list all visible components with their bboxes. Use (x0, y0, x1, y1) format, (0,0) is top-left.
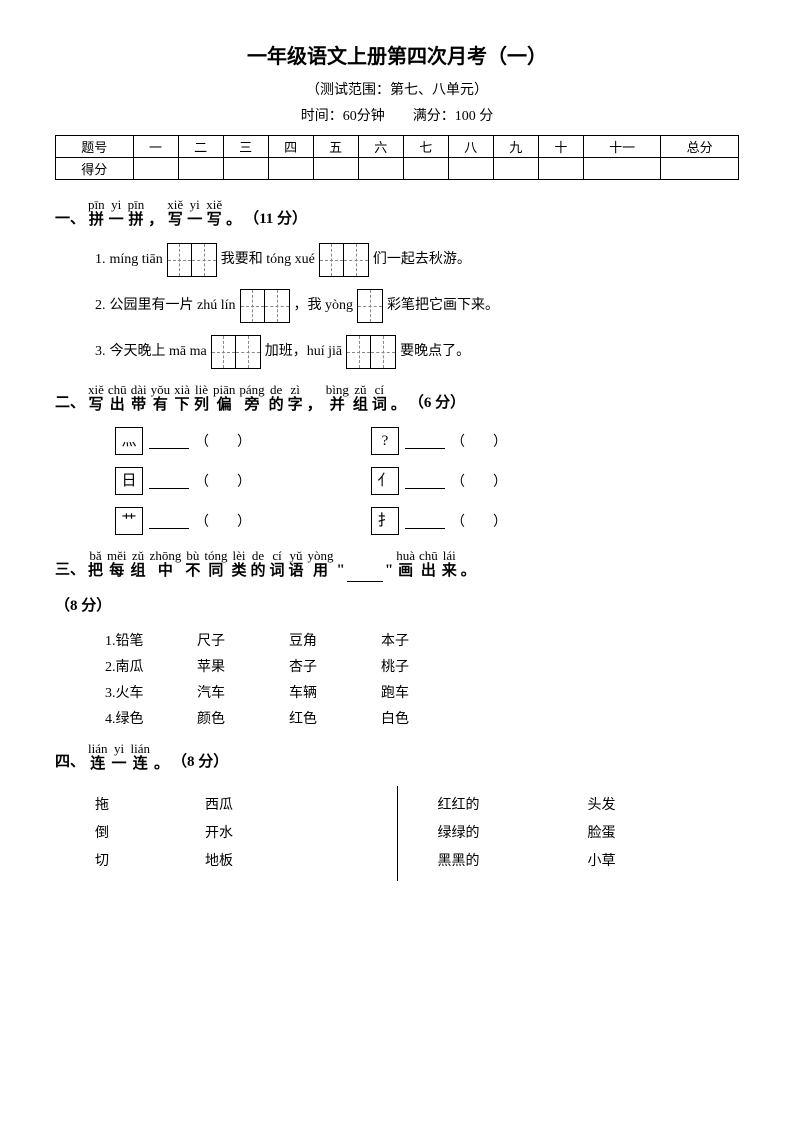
radical-box: 艹 (115, 507, 143, 535)
radical-box: 灬 (115, 427, 143, 455)
score-table-header: 题号 一 二 三 四 五 六 七 八 九 十 十一 总分 (56, 136, 739, 158)
radical-row-1: 灬（ ） ?（ ） (115, 427, 739, 455)
match-section: 拖西瓜 倒开水 切地板 红红的头发 绿绿的脸蛋 黑黑的小草 (55, 786, 739, 881)
radical-box: 日 (115, 467, 143, 495)
score-table: 题号 一 二 三 四 五 六 七 八 九 十 十一 总分 得分 (55, 135, 739, 180)
score-table-row: 得分 (56, 158, 739, 180)
tianzige-box (357, 289, 383, 323)
radical-box: ? (371, 427, 399, 455)
section-4-head: 四、 lián连 yi一 lián连 。 （8 分） (55, 742, 739, 775)
divider-line (397, 786, 398, 881)
tianzige-box (211, 335, 261, 369)
q1-3: 3. 今天晚上 mā ma 加班，huí jiā 要晚点了。 (95, 335, 739, 369)
tianzige-box (319, 243, 369, 277)
radical-row-2: 日（ ） 亻（ ） (115, 467, 739, 495)
timing-line: 时间：60分钟 满分：100 分 (55, 105, 739, 125)
tianzige-box (167, 243, 217, 277)
section-3-head: 三、 bǎ把 měi每 zǔ组 zhōng中 bù不 tóng同 lèi类 de… (55, 549, 739, 582)
word-grid: 1.铅笔尺子豆角本子 2.南瓜苹果杏子桃子 3.火车汽车车辆跑车 4.绿色颜色红… (105, 630, 739, 728)
tianzige-box (346, 335, 396, 369)
page-title: 一年级语文上册第四次月考（一） (55, 40, 739, 69)
section-1-head: 一、 pīn拼 yi一 pīn拼 ， xiě写 yi一 xiě写 。 （11 分… (55, 198, 739, 231)
radical-box: 亻 (371, 467, 399, 495)
radical-row-3: 艹（ ） 扌（ ） (115, 507, 739, 535)
radical-box: 扌 (371, 507, 399, 535)
tianzige-box (240, 289, 290, 323)
section-3-points: （8 分） (55, 594, 739, 618)
q1-1: 1. míng tiān 我要和 tóng xué 们一起去秋游。 (95, 243, 739, 277)
q1-2: 2. 公园里有一片 zhú lín ，我 yòng 彩笔把它画下来。 (95, 289, 739, 323)
section-2-head: 二、 xiě写 chū出 dài带 yǒu有 xià下 liè列 piān偏 p… (55, 383, 739, 416)
subtitle: （测试范围：第七、八单元） (55, 79, 739, 99)
